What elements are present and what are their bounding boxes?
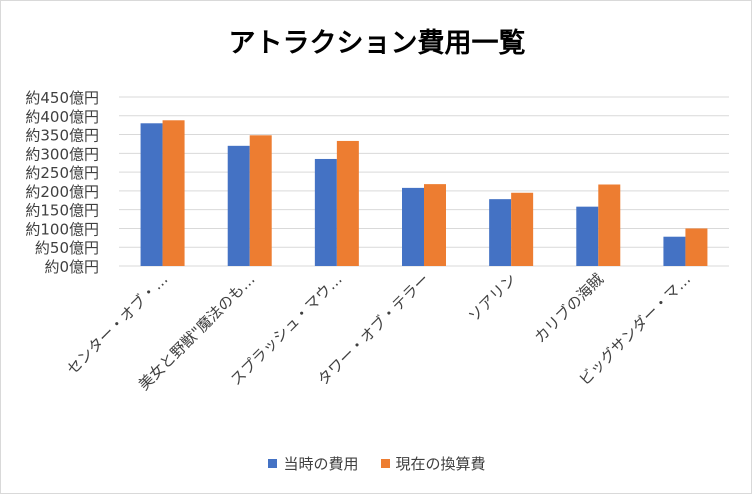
- legend-item-original-cost: 当時の費用: [268, 453, 359, 474]
- bar-original-3: [314, 158, 337, 266]
- legend-label-original-cost: 当時の費用: [283, 455, 359, 473]
- x-tick-label-5: ソアリン: [465, 270, 520, 325]
- y-tick-label-450: 約450億円: [25, 89, 99, 107]
- y-tick-label-50: 約50億円: [35, 239, 99, 257]
- bar-current-3: [336, 140, 359, 266]
- y-tick-label-150: 約150億円: [25, 202, 99, 220]
- chart-title: アトラクション費用一覧: [228, 28, 526, 59]
- y-tick-label-0: 約0億円: [44, 258, 99, 276]
- bar-original-1: [140, 123, 163, 267]
- y-tick-label-200: 約200億円: [25, 183, 99, 201]
- bar-original-2: [227, 145, 250, 266]
- legend-swatch-original-cost: [268, 459, 278, 468]
- legend-swatch-current-cost: [380, 459, 390, 468]
- legend-item-current-cost: 現在の換算費: [380, 453, 486, 474]
- bar-original-4: [402, 187, 424, 266]
- bar-current-4: [424, 184, 446, 266]
- bar-original-5: [489, 199, 512, 266]
- x-tick-label-6: カリブの海賊: [531, 270, 607, 346]
- bar-original-6: [576, 206, 599, 266]
- legend-label-current-cost: 現在の換算費: [395, 455, 486, 473]
- bar-current-5: [511, 192, 534, 266]
- bar-current-7: [685, 228, 708, 266]
- bar-current-6: [598, 184, 621, 266]
- y-tick-label-350: 約350億円: [25, 127, 99, 145]
- y-tick-label-100: 約100億円: [25, 220, 99, 238]
- bar-original-7: [663, 236, 686, 266]
- bar-current-1: [162, 120, 185, 266]
- bar-current-2: [249, 135, 272, 266]
- chart-legend: 当時の費用 現在の換算費: [1, 453, 752, 474]
- y-tick-label-400: 約400億円: [25, 108, 99, 126]
- y-tick-label-250: 約250億円: [25, 164, 99, 182]
- y-tick-label-300: 約300億円: [25, 145, 99, 163]
